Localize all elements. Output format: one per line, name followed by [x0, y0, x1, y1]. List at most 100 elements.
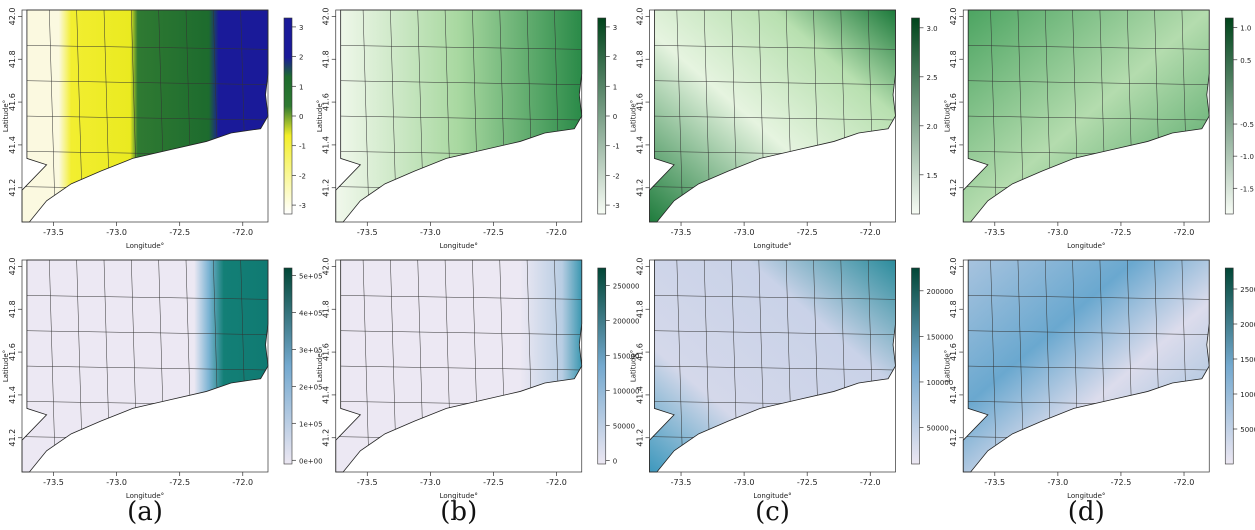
x-tick-label: -72.0	[860, 478, 881, 487]
town-border	[22, 115, 268, 121]
x-tick-label: -73.5	[984, 228, 1005, 237]
colorbar-tick-label: 1.0	[1240, 25, 1251, 33]
colorbar-tick-label: 1.5	[927, 172, 938, 180]
town-border	[22, 295, 268, 300]
colorbar-tick-label: 3	[299, 24, 303, 32]
colorbar-tick-label: 5e+05	[299, 272, 323, 280]
x-tick-label: -73.5	[357, 478, 378, 487]
y-tick-label: 41.6	[322, 343, 331, 361]
y-tick-label: 41.8	[949, 50, 958, 68]
x-tick-label: -72.0	[546, 478, 567, 487]
x-tick-label: -73.0	[106, 478, 127, 487]
caption: (b)	[440, 497, 477, 527]
town-border	[963, 80, 1210, 85]
y-tick-label: 41.2	[949, 179, 958, 197]
x-tick-label: -73.5	[43, 478, 64, 487]
y-tick-label: 41.6	[636, 93, 645, 111]
y-tick-label: 42.0	[949, 258, 958, 276]
colorbar-tick-label: 0	[613, 458, 617, 466]
y-tick-label: 41.2	[949, 429, 958, 447]
x-tick-label: -72.5	[169, 478, 190, 487]
y-axis-label: Latitude°	[630, 350, 638, 382]
y-axis-label: Latitude°	[630, 100, 638, 132]
town-border	[676, 10, 684, 222]
colorbar-tick-label: 50000	[613, 423, 635, 431]
map-field	[649, 260, 896, 472]
town-border	[990, 260, 997, 472]
colorbar-tick-label: -2	[299, 172, 306, 180]
y-tick-label: 41.4	[949, 386, 958, 404]
town-border	[649, 115, 896, 121]
caption: (d)	[1068, 497, 1105, 527]
y-tick-label: 42.0	[636, 258, 645, 276]
town-border	[649, 80, 896, 85]
y-tick-label: 41.4	[322, 386, 331, 404]
map-field	[963, 260, 1210, 472]
colorbar-tick-label: -3	[613, 202, 620, 210]
colorbar-tick-label: 2e+05	[299, 383, 323, 391]
caption: (c)	[755, 497, 790, 527]
x-tick-label: -72.0	[860, 228, 881, 237]
colorbar-tick-label: -2	[613, 172, 620, 180]
x-tick-label: -73.5	[357, 228, 378, 237]
y-tick-label: 41.8	[636, 50, 645, 68]
plot-frame	[335, 9, 583, 223]
colorbar-tick-label: 5000	[1240, 426, 1255, 434]
caption: (a)	[127, 497, 163, 527]
y-tick-label: 41.6	[8, 343, 17, 361]
y-axis-label: Latitude°	[316, 100, 324, 132]
colorbar-tick-label: 0	[299, 113, 303, 121]
x-tick-label: -73.5	[671, 228, 692, 237]
x-axis-label: Longitude°	[1067, 492, 1105, 500]
x-tick-label: -72.0	[232, 228, 253, 237]
town-border	[649, 295, 896, 300]
y-tick-label: 41.4	[8, 386, 17, 404]
map-field	[22, 260, 268, 472]
colorbar	[283, 267, 293, 465]
town-border	[963, 295, 1210, 300]
town-border	[676, 260, 684, 472]
x-tick-label: -72.5	[1111, 228, 1132, 237]
x-tick-label: -73.0	[734, 478, 755, 487]
y-axis-label: Latitude°	[2, 350, 10, 382]
y-axis-label: Latitude°	[943, 100, 951, 132]
colorbar-tick-label: 200000	[927, 288, 954, 296]
colorbar-tick-label: 2.0	[927, 123, 938, 131]
colorbar-tick-label: 2.5	[927, 74, 938, 82]
town-border	[49, 10, 56, 222]
x-tick-label: -73.5	[984, 478, 1005, 487]
x-axis-label: Longitude°	[753, 242, 791, 250]
colorbar-tick-label: 3.0	[927, 25, 938, 33]
colorbar-tick-label: 1	[613, 83, 617, 91]
town-border	[990, 10, 997, 222]
x-tick-label: -73.0	[420, 228, 441, 237]
colorbar-tick-label: 100000	[613, 388, 640, 396]
y-tick-label: 41.8	[8, 300, 17, 318]
map-field	[335, 10, 582, 222]
town-border	[362, 260, 370, 472]
town-border	[362, 10, 370, 222]
town-border	[649, 45, 896, 50]
y-tick-label: 42.0	[8, 8, 17, 26]
x-tick-label: -72.0	[232, 478, 253, 487]
colorbar	[1224, 267, 1234, 465]
x-tick-label: -73.0	[420, 478, 441, 487]
x-tick-label: -73.0	[734, 228, 755, 237]
x-tick-label: -72.5	[169, 228, 190, 237]
town-border	[335, 330, 582, 335]
colorbar-tick-label: -1.0	[1240, 153, 1254, 161]
y-tick-label: 41.2	[636, 429, 645, 447]
colorbar-tick-label: 1e+05	[299, 420, 323, 428]
town-border	[22, 330, 268, 335]
y-tick-label: 41.2	[322, 429, 331, 447]
colorbar-tick-label: 2	[613, 54, 617, 62]
x-tick-label: -73.0	[1048, 228, 1069, 237]
colorbar-tick-label: -1.5	[1240, 185, 1254, 193]
x-tick-label: -73.0	[1048, 478, 1069, 487]
plot-frame	[962, 9, 1210, 223]
y-tick-label: 41.8	[322, 50, 331, 68]
y-tick-label: 41.6	[322, 93, 331, 111]
y-tick-label: 41.4	[949, 136, 958, 154]
town-border	[22, 45, 268, 50]
y-tick-label: 41.4	[322, 136, 331, 154]
